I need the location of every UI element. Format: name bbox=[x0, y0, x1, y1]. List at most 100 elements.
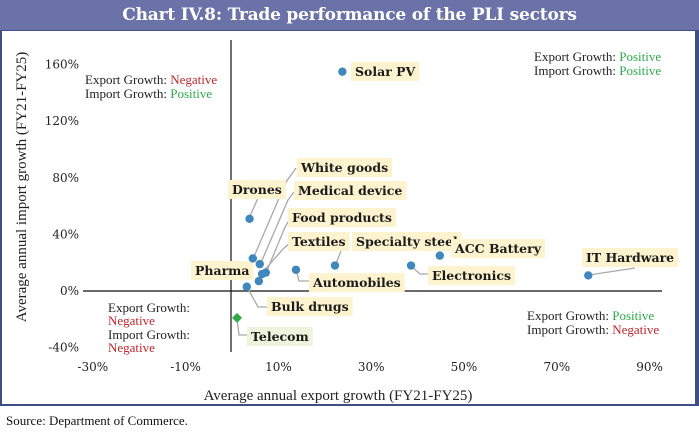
data-points bbox=[232, 67, 593, 323]
data-point bbox=[255, 259, 264, 269]
x-tick-label: -10% bbox=[170, 360, 201, 374]
point-label-background bbox=[352, 232, 462, 251]
y-tick-label: 120% bbox=[45, 114, 79, 128]
data-point bbox=[291, 265, 301, 274]
point-label-text: Drones bbox=[232, 182, 282, 197]
quadrant-note-bottom-left-import-value: Negative bbox=[108, 340, 155, 355]
positive-value: Positive bbox=[619, 49, 661, 64]
point-label-text: ACC Battery bbox=[454, 241, 542, 256]
data-point bbox=[338, 67, 347, 76]
point-label: Automobiles bbox=[309, 273, 405, 292]
quadrant-label: Import Growth: bbox=[534, 63, 619, 78]
leader-line bbox=[261, 242, 291, 274]
data-point bbox=[257, 269, 267, 279]
x-tick-label: 30% bbox=[358, 360, 385, 374]
negative-value: Negative bbox=[612, 322, 659, 337]
leader-line bbox=[410, 265, 429, 275]
data-point bbox=[330, 261, 340, 270]
leader-line bbox=[246, 286, 268, 308]
x-tick-label: 10% bbox=[265, 360, 292, 374]
quadrant-note-top-right-import: Import Growth: Positive bbox=[534, 63, 661, 78]
point-label: Textiles bbox=[288, 232, 350, 251]
data-point bbox=[245, 214, 254, 224]
chart-title: Chart IV.8: Trade performance of the PLI… bbox=[0, 0, 699, 31]
data-point bbox=[435, 251, 444, 260]
point-label-background bbox=[428, 266, 516, 285]
leader-line bbox=[248, 195, 260, 219]
point-label-text: White goods bbox=[300, 160, 388, 175]
quadrant-label: Export Growth: bbox=[527, 308, 612, 323]
quadrant-label: Export Growth: bbox=[534, 49, 619, 64]
point-label-background bbox=[451, 239, 545, 258]
point-label-text: Electronics bbox=[432, 268, 511, 283]
point-label-background bbox=[288, 232, 350, 251]
point-label-text: Solar PV bbox=[355, 64, 416, 79]
source-note: Source: Department of Commerce. bbox=[6, 413, 188, 428]
negative-value: Negative bbox=[170, 72, 217, 87]
scatter-chart: -30% -10% 10% 30% 50% 70% 90% 160% 120% 80% 40% 0% -… bbox=[14, 40, 679, 404]
quadrant-label: Import Growth: bbox=[108, 327, 190, 342]
y-tick-label: 40% bbox=[52, 227, 79, 241]
y-axis-title: Average annual import growth (FY21-FY25) bbox=[14, 52, 30, 323]
quadrant-note-bottom-left-import-label: Import Growth: bbox=[108, 327, 190, 342]
quadrant-label: Import Growth: bbox=[527, 322, 612, 337]
x-tick-label: 70% bbox=[543, 360, 570, 374]
quadrant-note-top-left-import: Import Growth: Positive bbox=[85, 86, 212, 101]
positive-value: Positive bbox=[619, 63, 661, 78]
point-label: White goods bbox=[297, 158, 393, 177]
data-point bbox=[584, 271, 593, 280]
point-label: Specialty steel bbox=[352, 232, 462, 251]
x-axis-title: Average annual export growth (FY21-FY25) bbox=[204, 388, 473, 404]
point-label-text: Pharma bbox=[195, 263, 250, 278]
point-label: IT Hardware bbox=[582, 248, 679, 267]
point-labels: Solar PV Drones White goods Medical device F… bbox=[191, 62, 679, 346]
point-label-text: Food products bbox=[292, 210, 392, 225]
point-label: Telecom bbox=[247, 327, 313, 346]
point-label-background bbox=[288, 208, 396, 227]
y-tick-label: 0% bbox=[60, 284, 79, 298]
point-label-background bbox=[294, 181, 407, 200]
data-point bbox=[248, 254, 258, 263]
data-point bbox=[406, 261, 416, 270]
leader-line bbox=[252, 167, 297, 260]
positive-value: Positive bbox=[170, 86, 212, 101]
x-tick-label: 50% bbox=[451, 360, 478, 374]
point-label: Bulk drugs bbox=[267, 297, 353, 316]
point-label-text: Textiles bbox=[292, 234, 346, 249]
point-label-text: Bulk drugs bbox=[271, 299, 349, 314]
point-label: Solar PV bbox=[351, 62, 420, 81]
point-label: Drones bbox=[228, 180, 286, 199]
tick-labels: -30% -10% 10% 30% 50% 70% 90% 160% 120% 80% 40% 0% -… bbox=[45, 58, 663, 374]
point-label-text: IT Hardware bbox=[586, 250, 674, 265]
y-tick-label: -40% bbox=[48, 341, 79, 355]
negative-value: Negative bbox=[108, 340, 155, 355]
point-label-text: Telecom bbox=[251, 329, 309, 344]
point-label-background bbox=[309, 273, 405, 292]
point-label-background bbox=[297, 158, 393, 177]
quadrant-note-bottom-left-export-label: Export Growth: bbox=[108, 300, 190, 315]
x-tick-label: 90% bbox=[636, 360, 663, 374]
quadrant-label: Export Growth: bbox=[85, 72, 170, 87]
point-label: Medical device bbox=[294, 181, 407, 200]
leader-line bbox=[236, 317, 247, 336]
data-point-diamond bbox=[232, 312, 243, 323]
data-point bbox=[242, 282, 251, 291]
data-point bbox=[254, 276, 264, 286]
negative-value: Negative bbox=[108, 313, 155, 328]
quadrant-note-bottom-right-import: Import Growth: Negative bbox=[527, 322, 659, 337]
quadrant-note-bottom-right-export: Export Growth: Positive bbox=[527, 308, 654, 323]
quadrant-label: Import Growth: bbox=[85, 86, 170, 101]
leader-line bbox=[259, 191, 295, 266]
point-label: Electronics bbox=[428, 266, 516, 285]
point-label-text: Automobiles bbox=[312, 275, 401, 290]
quadrant-note-top-left-export: Export Growth: Negative bbox=[85, 72, 217, 87]
y-tick-label: 80% bbox=[52, 171, 79, 185]
chart-frame bbox=[0, 31, 699, 406]
point-label-text: Specialty steel bbox=[356, 234, 458, 249]
quadrant-note-bottom-left-export-value: Negative bbox=[108, 313, 155, 328]
point-label-text: Medical device bbox=[298, 183, 402, 198]
point-label-background bbox=[247, 327, 313, 346]
point-label-background bbox=[267, 297, 353, 316]
quadrant-label: Export Growth: bbox=[108, 300, 190, 315]
